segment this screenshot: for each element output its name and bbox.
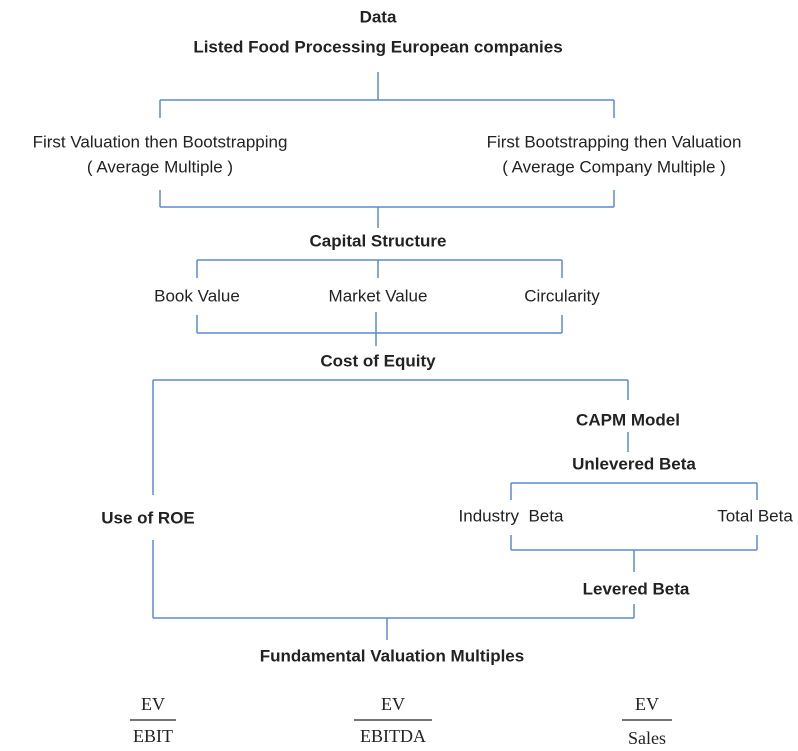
multiple-numerator: EV bbox=[381, 694, 405, 714]
unlevered-beta: Unlevered Beta bbox=[572, 454, 696, 473]
subtitle: Listed Food Processing European companie… bbox=[193, 37, 562, 56]
connectors bbox=[130, 72, 758, 721]
multiple-numerator: EV bbox=[141, 694, 165, 714]
multiple-denominator: EBIT bbox=[133, 726, 173, 746]
levered-beta: Levered Beta bbox=[583, 579, 690, 598]
capital-structure-title: Capital Structure bbox=[310, 231, 447, 250]
approach-label: First Valuation then Bootstrapping bbox=[33, 132, 288, 151]
multiple-numerator: EV bbox=[635, 694, 659, 714]
capital-option: Market Value bbox=[329, 286, 428, 305]
multiple-denominator: EBITDA bbox=[360, 726, 426, 746]
multiple-denominator: Sales bbox=[628, 728, 666, 748]
multiples-title: Fundamental Valuation Multiples bbox=[260, 646, 524, 665]
beta-option: Total Beta bbox=[717, 506, 793, 525]
roe: Use of ROE bbox=[101, 508, 195, 527]
approach-sublabel: ( Average Multiple ) bbox=[87, 157, 233, 176]
beta-option: Industry Beta bbox=[459, 506, 564, 525]
approach-sublabel: ( Average Company Multiple ) bbox=[502, 157, 726, 176]
capital-option: Circularity bbox=[524, 286, 600, 305]
cost-of-equity-title: Cost of Equity bbox=[320, 351, 436, 370]
title: Data bbox=[360, 7, 397, 26]
approach-label: First Bootstrapping then Valuation bbox=[487, 132, 742, 151]
model: CAPM Model bbox=[576, 410, 680, 429]
capital-option: Book Value bbox=[154, 286, 240, 305]
